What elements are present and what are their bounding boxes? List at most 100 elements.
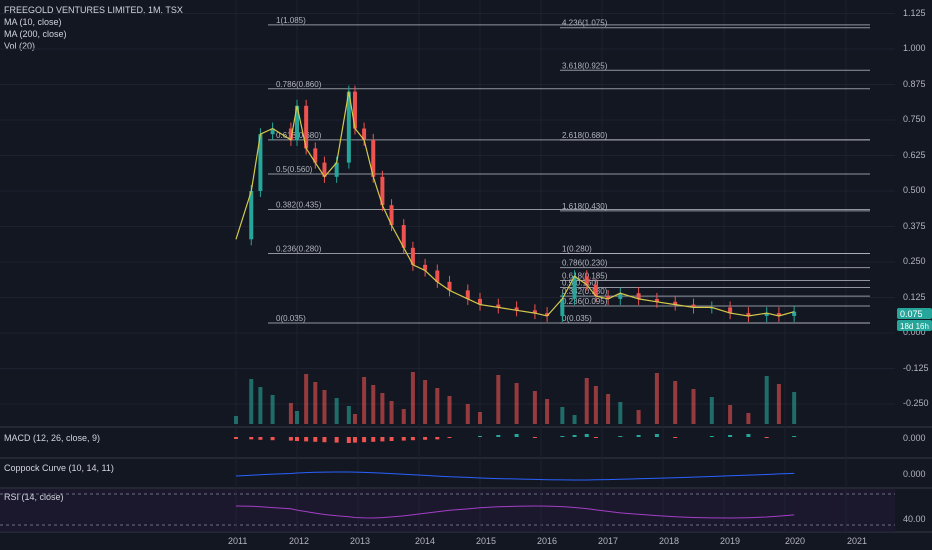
volume-bar [691,389,696,424]
year-label: 2020 [785,536,805,546]
year-label: 2014 [415,536,435,546]
volume-bar [322,390,327,424]
candle-body [465,290,470,299]
year-label: 2018 [659,536,679,546]
year-label: 2013 [350,536,370,546]
fib-extension-label: 4.236(1.075) [562,19,608,28]
macd-histogram-bar [532,437,537,438]
vol-label: Vol (20) [4,41,35,51]
volume-bar [618,402,623,424]
candle-body [593,284,598,297]
volume-bar [401,409,406,424]
volume-bar [447,396,452,424]
macd-histogram-bar [514,434,519,437]
fib-level-label: 0.236(0.280) [276,244,322,253]
fib-extension-label: 0.5(0.160) [562,279,599,288]
fib-extension-label: 0.618(0.185) [562,271,608,280]
candle-body [746,313,751,316]
candle-body [322,162,327,177]
candle-body [401,225,406,248]
volume-bar [249,379,254,424]
candle-body [410,247,415,265]
volume-bar [776,384,781,424]
macd-histogram-bar [371,437,376,442]
volume-bar [478,412,482,424]
volume-bar [572,415,577,424]
candle-body [728,307,733,314]
fib-extension-label: 2.618(0.680) [562,131,608,140]
macd-histogram-bar [362,437,367,443]
volume-bar [352,414,357,424]
volume-bar [410,372,415,424]
macd-histogram-bar [401,437,406,441]
macd-histogram-bar [584,434,589,437]
year-label: 2011 [228,536,247,546]
volume-bar [593,386,598,424]
candle-body [636,293,641,299]
fib-extension-label: 0.786(0.230) [562,259,608,268]
chart-plot-layer: 1(1.085)0.786(0.860)0.618(0.680)0.5(0.56… [0,0,895,532]
volume-bar [389,401,394,424]
year-label: 2015 [476,536,496,546]
price-tick: 0.375 [903,221,926,231]
volume-bar [514,383,519,424]
fib-extension-label: 1(0.280) [562,244,592,253]
macd-histogram-bar [496,435,501,437]
candle-body [496,304,501,308]
macd-histogram-bar [270,437,275,441]
candle-body [371,139,376,177]
fib-extension-label: 3.618(0.925) [562,61,608,70]
price-tick: 0.250 [903,256,926,266]
coppock-line [235,471,795,481]
volume-bar [496,375,501,424]
price-tick: 1.125 [903,8,926,18]
macd-histogram-bar [636,435,641,437]
candle-body [764,313,769,316]
volume-bar [346,406,351,424]
candle-body [691,304,696,308]
macd-histogram-bar [709,436,714,437]
moving-average-line [235,91,795,317]
macd-histogram-bar [322,437,327,443]
candle-body [313,148,318,163]
macd-histogram-bar [380,437,385,442]
fib-level-label: 1(1.085) [276,16,306,25]
candle-body [606,296,611,299]
volume-bar [313,382,318,424]
macd-histogram-bar [249,437,254,440]
volume-bar [654,373,659,424]
macd-histogram-bar [447,437,452,438]
year-label: 2019 [720,536,740,546]
macd-histogram-bar [423,437,428,440]
countdown-badge [897,320,932,331]
macd-histogram-bar [572,435,577,437]
volume-bar [234,416,238,424]
macd-histogram-bar [334,437,339,443]
candle-body [792,311,797,316]
candle-body [288,128,293,140]
candle-body [478,298,482,305]
candle-body [304,105,309,149]
price-axis[interactable]: 1.125 1.000 0.875 0.750 0.625 0.500 0.37… [903,8,929,408]
macd-histogram-bar [410,437,415,441]
time-axis[interactable]: 2011 2012 2013 2014 2015 2016 2017 2018 … [228,536,867,546]
candle-body [295,105,299,140]
price-tick: 1.000 [903,43,926,53]
candle-body [447,281,452,291]
macd-histogram-bar [304,437,309,442]
macd-histogram-bar [560,436,565,437]
macd-histogram-bar [728,435,733,437]
countdown-text: 18d 16h [900,322,929,331]
macd-histogram-bar [258,437,263,440]
price-tick: -0.125 [903,363,929,373]
rsi-line [235,505,795,519]
macd-histogram-bar [746,434,751,437]
volume-bar [258,387,263,424]
candle-body [423,264,428,271]
volume-bar [380,393,385,424]
year-label: 2021 [847,536,867,546]
macd-histogram-bar [764,437,769,438]
symbol-title: FREEGOLD VENTURES LIMITED, 1M, TSX [4,5,183,15]
